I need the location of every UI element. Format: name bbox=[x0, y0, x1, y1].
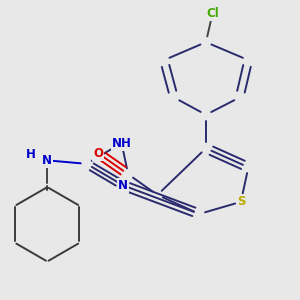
Text: O: O bbox=[93, 147, 103, 160]
Text: N: N bbox=[118, 179, 128, 192]
Text: H: H bbox=[26, 148, 36, 161]
Text: Cl: Cl bbox=[206, 7, 219, 20]
Text: N: N bbox=[42, 154, 52, 167]
Text: S: S bbox=[237, 195, 245, 208]
Text: NH: NH bbox=[112, 136, 131, 150]
